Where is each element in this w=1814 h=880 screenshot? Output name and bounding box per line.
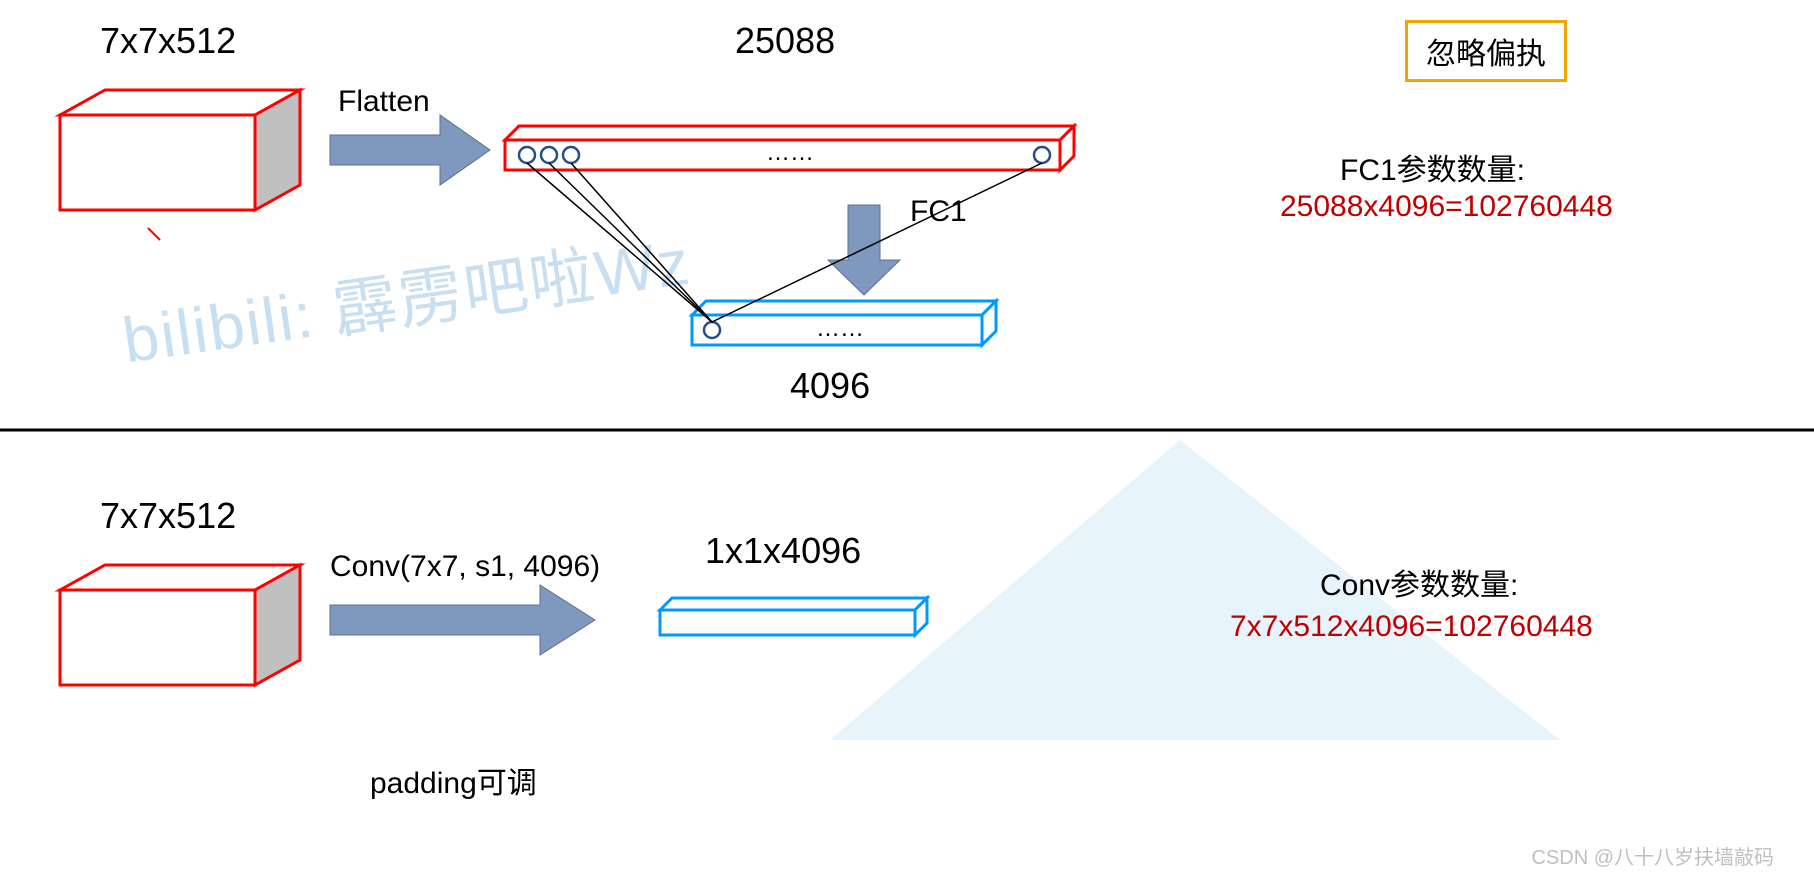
decorative-triangle xyxy=(0,0,1814,880)
fc1-output-dots: …… xyxy=(816,315,864,342)
ignore-bias-note: 忽略偏执 xyxy=(1405,20,1567,82)
top-input-label: 7x7x512 xyxy=(100,20,236,62)
small-red-mark xyxy=(148,228,160,240)
flatten-output-neurons xyxy=(519,147,1050,163)
fc1-params-calc: 25088x4096=102760448 xyxy=(1280,190,1613,224)
bottom-input-label: 7x7x512 xyxy=(100,495,236,537)
fc1-output-bar xyxy=(692,301,996,345)
fc1-params-title: FC1参数数量: xyxy=(1340,145,1525,189)
flatten-op-label: Flatten xyxy=(338,85,430,119)
flatten-output-label: 25088 xyxy=(735,20,835,62)
fc1-op-label: FC1 xyxy=(910,195,967,229)
diagram-shapes: …… …… xyxy=(0,0,1814,880)
fc1-connection-lines xyxy=(527,163,1042,322)
top-input-cuboid xyxy=(60,90,300,210)
conv-output-label: 1x1x4096 xyxy=(705,530,861,572)
flatten-arrow-icon xyxy=(330,115,490,185)
attribution-text: CSDN @八十八岁扶墙敲码 xyxy=(1531,841,1774,870)
fc1-arrow-icon xyxy=(828,205,900,295)
flatten-output-dots: …… xyxy=(766,139,814,166)
conv-op-label: Conv(7x7, s1, 4096) xyxy=(330,550,600,584)
conv-output-bar xyxy=(660,598,927,635)
fc1-output-neuron xyxy=(704,322,720,338)
flatten-output-bar xyxy=(505,126,1074,170)
conv-arrow-icon xyxy=(330,585,595,655)
padding-label: padding可调 xyxy=(370,758,537,802)
conv-params-title: Conv参数数量: xyxy=(1320,560,1518,604)
watermark-text: bilibili: 霹雳吧啦Wz xyxy=(116,211,696,382)
ignore-bias-text: 忽略偏执 xyxy=(1426,38,1546,71)
fc1-output-label: 4096 xyxy=(790,365,870,407)
bottom-input-cuboid xyxy=(60,565,300,685)
conv-params-calc: 7x7x512x4096=102760448 xyxy=(1230,610,1593,644)
